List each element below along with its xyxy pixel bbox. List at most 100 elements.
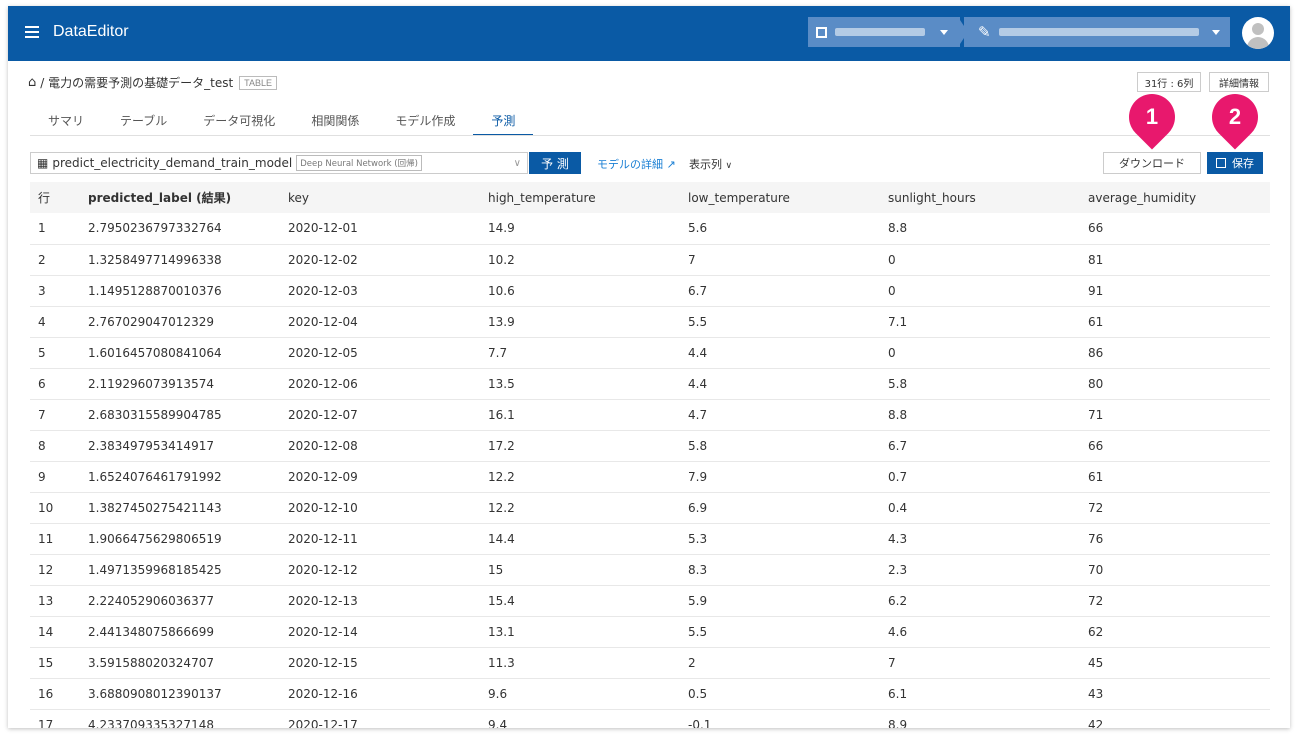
details-button[interactable]: 詳細情報 [1209, 72, 1269, 92]
cell-low-temperature: 5.9 [680, 585, 880, 617]
cell-row-number: 4 [30, 306, 80, 338]
cell-low-temperature: 6.9 [680, 492, 880, 524]
cell-key: 2020-12-16 [280, 678, 480, 710]
table-row: 8 2.383497953414917 2020-12-08 17.2 5.8 6.7 66 [30, 430, 1270, 462]
cell-key: 2020-12-02 [280, 244, 480, 276]
cell-average-humidity: 43 [1080, 678, 1270, 710]
cell-average-humidity: 61 [1080, 461, 1270, 493]
cell-sunlight-hours: 4.3 [880, 523, 1080, 555]
tab-prediction[interactable]: 予測 [473, 106, 534, 136]
download-button[interactable]: ダウンロード [1103, 152, 1201, 174]
cell-sunlight-hours: 8.8 [880, 213, 1080, 245]
breadcrumb-separator [958, 17, 968, 47]
cell-average-humidity: 62 [1080, 616, 1270, 648]
column-header-key[interactable]: key [288, 190, 310, 205]
cell-high-temperature: 14.9 [480, 213, 680, 245]
cell-key: 2020-12-17 [280, 709, 480, 728]
cell-average-humidity: 70 [1080, 554, 1270, 586]
cell-row-number: 16 [30, 678, 80, 710]
cell-predicted-label: 3.591588020324707 [80, 647, 280, 679]
hamburger-menu-icon[interactable] [25, 26, 39, 38]
cell-low-temperature: 0.5 [680, 678, 880, 710]
cell-key: 2020-12-05 [280, 337, 480, 369]
app-title: DataEditor [53, 23, 129, 40]
cell-key: 2020-12-09 [280, 461, 480, 493]
tab-table[interactable]: テーブル [120, 114, 168, 128]
column-header-average-humidity[interactable]: average_humidity [1088, 190, 1197, 205]
organization-name-redacted [835, 28, 925, 36]
predict-button[interactable]: 予 測 [529, 152, 581, 174]
cell-sunlight-hours: 4.6 [880, 616, 1080, 648]
cell-low-temperature: 5.3 [680, 523, 880, 555]
cell-row-number: 1 [30, 213, 80, 245]
cell-row-number: 13 [30, 585, 80, 617]
cell-high-temperature: 10.6 [480, 275, 680, 307]
model-select[interactable]: ▦ predict_electricity_demand_train_model… [30, 152, 528, 174]
cell-low-temperature: 5.6 [680, 213, 880, 245]
cell-sunlight-hours: 0 [880, 275, 1080, 307]
tab-visualization[interactable]: データ可視化 [203, 114, 276, 128]
table-header-row: 行 predicted_label (結果) key high_temperat… [30, 182, 1270, 213]
tab-summary[interactable]: サマリ [48, 114, 85, 128]
wrench-icon: ✎ [978, 23, 991, 41]
cell-low-temperature: 8.3 [680, 554, 880, 586]
column-header-low-temperature[interactable]: low_temperature [688, 190, 790, 205]
cell-average-humidity: 72 [1080, 585, 1270, 617]
home-icon[interactable]: ⌂ [28, 75, 37, 90]
callout-number-1: 1 [1145, 104, 1159, 129]
chevron-down-icon [1212, 30, 1220, 35]
chevron-down-icon: ∨ [513, 157, 521, 169]
save-button[interactable]: 保存 [1207, 152, 1263, 174]
column-header-high-temperature[interactable]: high_temperature [488, 190, 596, 205]
table-row: 13 2.224052906036377 2020-12-13 15.4 5.9 6.2 7… [30, 585, 1270, 617]
cell-key: 2020-12-11 [280, 523, 480, 555]
cell-sunlight-hours: 0 [880, 337, 1080, 369]
cell-average-humidity: 76 [1080, 523, 1270, 555]
cell-low-temperature: 5.5 [680, 616, 880, 648]
cell-predicted-label: 2.383497953414917 [80, 430, 280, 462]
breadcrumb-path[interactable]: / 電力の需要予測の基礎データ_test [40, 76, 234, 90]
cell-key: 2020-12-07 [280, 399, 480, 431]
building-icon [816, 26, 827, 38]
cell-high-temperature: 9.4 [480, 709, 680, 728]
table-row: 4 2.767029047012329 2020-12-04 13.9 5.5 7.1 61 [30, 306, 1270, 338]
project-name-redacted [998, 28, 1199, 36]
cell-predicted-label: 2.441348075866699 [80, 616, 280, 648]
tab-correlation[interactable]: 相関関係 [311, 114, 360, 128]
organization-select[interactable] [808, 17, 960, 47]
table-row: 14 2.441348075866699 2020-12-14 13.1 5.5 4.6 6… [30, 616, 1270, 648]
cell-low-temperature: -0.1 [680, 709, 880, 728]
model-detail-link[interactable]: モデルの詳細 ↗ [597, 156, 676, 172]
project-select[interactable]: ✎ [964, 17, 1230, 47]
cell-average-humidity: 86 [1080, 337, 1270, 369]
cell-low-temperature: 7.9 [680, 461, 880, 493]
cell-row-number: 6 [30, 368, 80, 400]
cell-high-temperature: 14.4 [480, 523, 680, 555]
display-columns-dropdown[interactable]: 表示列 ∨ [689, 156, 732, 172]
table-row: 3 1.1495128870010376 2020-12-03 10.6 6.7 0 91 [30, 275, 1270, 307]
cell-average-humidity: 72 [1080, 492, 1270, 524]
column-header-row[interactable]: 行 [38, 191, 51, 205]
display-columns-label: 表示列 [689, 158, 722, 171]
user-avatar[interactable] [1242, 17, 1274, 49]
cell-low-temperature: 5.5 [680, 306, 880, 338]
tab-divider [30, 135, 1270, 136]
table-row: 6 2.119296073913574 2020-12-06 13.5 4.4 5.8 80 [30, 368, 1270, 400]
cell-row-number: 2 [30, 244, 80, 276]
cell-key: 2020-12-12 [280, 554, 480, 586]
column-header-predicted-label[interactable]: predicted_label (結果) [88, 191, 232, 205]
cell-predicted-label: 1.1495128870010376 [80, 275, 280, 307]
cell-row-number: 5 [30, 337, 80, 369]
cell-key: 2020-12-14 [280, 616, 480, 648]
cell-high-temperature: 13.9 [480, 306, 680, 338]
cell-key: 2020-12-15 [280, 647, 480, 679]
cell-predicted-label: 2.767029047012329 [80, 306, 280, 338]
cell-sunlight-hours: 5.8 [880, 368, 1080, 400]
table-row: 2 1.3258497714996338 2020-12-02 10.2 7 0 81 [30, 244, 1270, 276]
save-icon [1216, 158, 1226, 168]
prediction-table: 行 predicted_label (結果) key high_temperat… [30, 182, 1270, 728]
column-header-sunlight-hours[interactable]: sunlight_hours [888, 190, 976, 205]
tab-model-creation[interactable]: モデル作成 [395, 114, 456, 128]
cell-average-humidity: 61 [1080, 306, 1270, 338]
cell-sunlight-hours: 0 [880, 244, 1080, 276]
